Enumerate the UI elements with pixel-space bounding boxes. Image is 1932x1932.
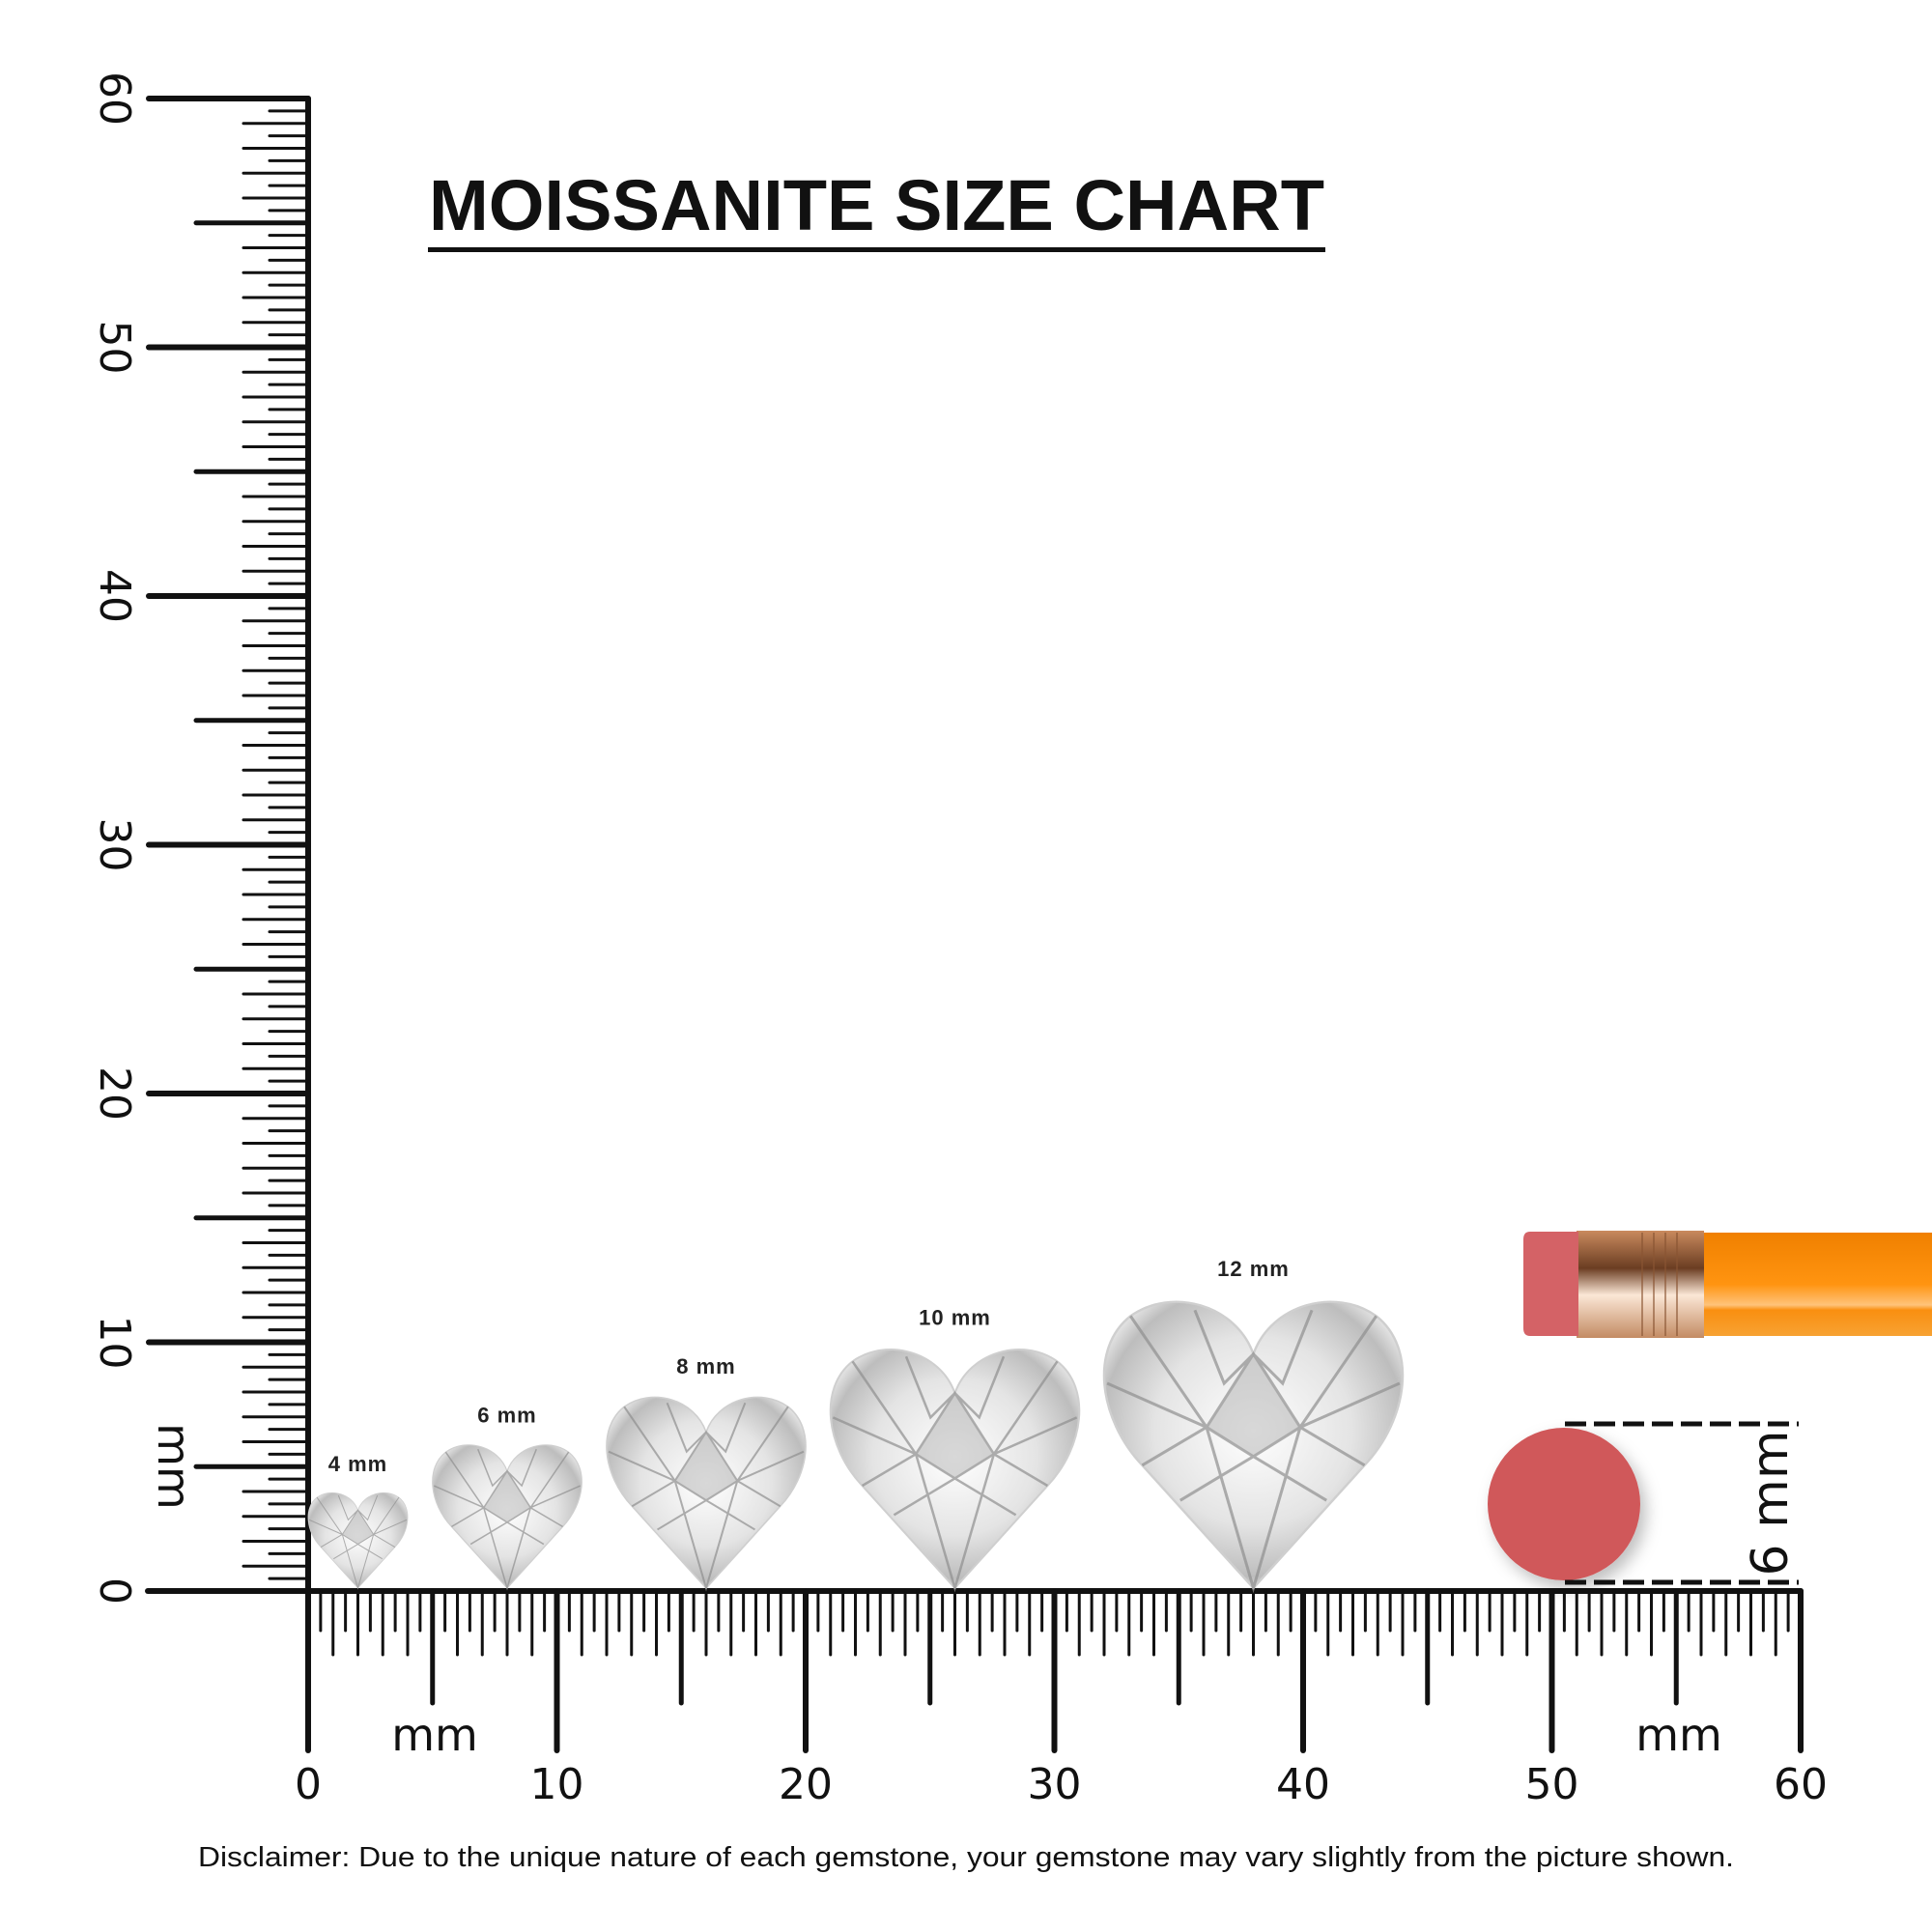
- x-tick-label: 20: [779, 1760, 833, 1809]
- stone-size-label: 6 mm: [477, 1404, 536, 1428]
- y-tick-label: 30: [90, 818, 139, 872]
- y-axis-unit-label: mm: [148, 1423, 200, 1510]
- chart-title: MOISSANITE SIZE CHART: [429, 165, 1324, 245]
- x-tick-label: 10: [530, 1760, 584, 1809]
- heart-facets: [832, 1355, 1078, 1593]
- heart-facets: [308, 1494, 408, 1590]
- y-tick-label: 50: [90, 321, 139, 375]
- stone-size-label: 4 mm: [328, 1452, 387, 1476]
- title-underline: [428, 247, 1325, 252]
- pencil-ferrule: [1577, 1231, 1704, 1338]
- pencil-body: [1700, 1233, 1932, 1336]
- heart-stone-8mm: 8 mm: [606, 1354, 807, 1592]
- y-tick-label: 0: [90, 1577, 139, 1605]
- x-axis-unit-label-right: mm: [1635, 1709, 1722, 1761]
- heart-stone-4mm: 4 mm: [307, 1452, 409, 1590]
- y-tick-label: 20: [90, 1066, 139, 1121]
- x-tick-label: 40: [1276, 1760, 1330, 1809]
- stone-size-label: 8 mm: [676, 1354, 735, 1378]
- stone-size-label: 10 mm: [919, 1306, 991, 1330]
- x-tick-label: 30: [1028, 1760, 1082, 1809]
- rulers: 0 10 20 30 40 50 60 0 10 20 30 40 50 60: [90, 71, 1828, 1809]
- y-tick-label: 60: [90, 71, 139, 126]
- x-axis-unit-label-left: mm: [391, 1709, 478, 1761]
- heart-stone-10mm: 10 mm: [829, 1306, 1081, 1593]
- y-tick-label: 10: [90, 1316, 139, 1370]
- x-tick-label: 0: [295, 1760, 322, 1809]
- x-tick-label: 60: [1774, 1760, 1828, 1809]
- heart-facets: [433, 1448, 582, 1591]
- y-tick-label: 40: [90, 569, 139, 623]
- reference-size-label: 6 mm: [1742, 1431, 1800, 1577]
- disclaimer: Disclaimer: Due to the unique nature of …: [198, 1842, 1734, 1873]
- eraser-end-circle: [1488, 1428, 1640, 1580]
- heart-stone-12mm: 12 mm: [1102, 1257, 1405, 1594]
- pencil: [1523, 1231, 1932, 1338]
- pencil-eraser: [1523, 1232, 1578, 1336]
- heart-facets: [1106, 1309, 1401, 1594]
- x-tick-label: 50: [1525, 1760, 1579, 1809]
- heart-facets: [608, 1402, 805, 1592]
- stone-size-label: 12 mm: [1217, 1257, 1290, 1281]
- stones: 4 mm 6 mm 8 mm 10 mm 12 mm: [307, 1257, 1405, 1594]
- heart-stone-6mm: 6 mm: [432, 1404, 582, 1591]
